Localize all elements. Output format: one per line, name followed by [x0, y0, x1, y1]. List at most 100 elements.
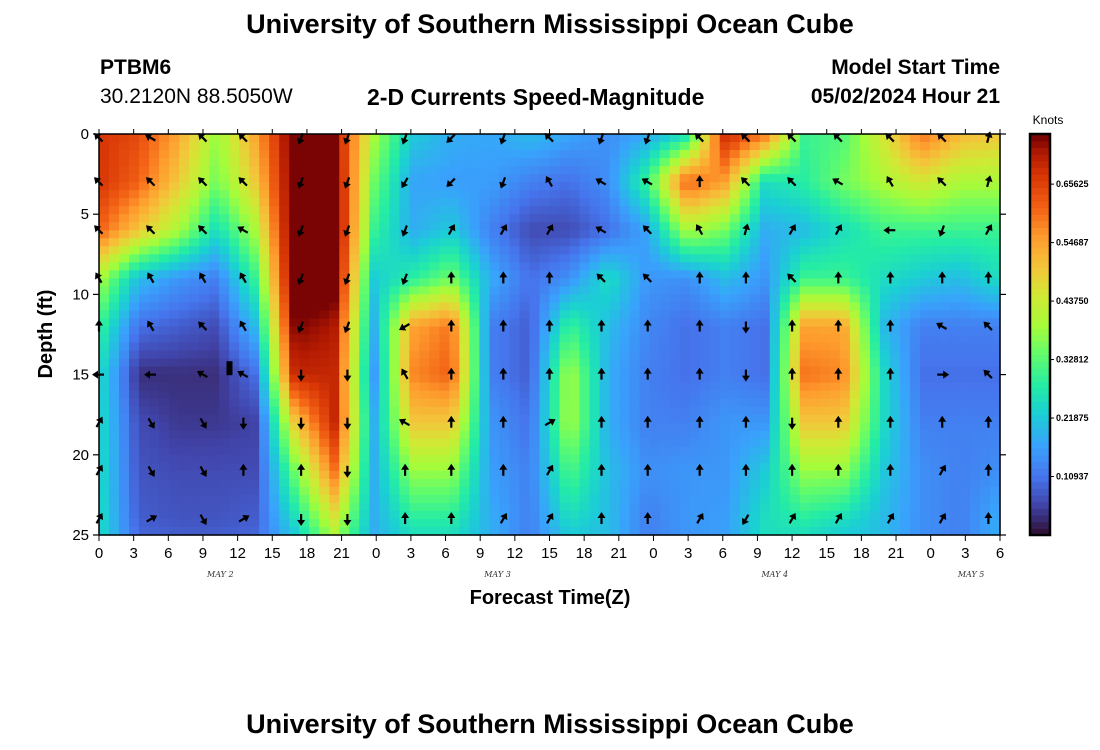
heatmap-cell: [199, 230, 210, 239]
heatmap-cell: [899, 294, 911, 304]
heatmap-cell: [259, 166, 270, 175]
heatmap-cell: [539, 494, 551, 504]
heatmap-cell: [769, 262, 781, 271]
heatmap-cell: [719, 526, 731, 536]
heatmap-cell: [419, 214, 430, 223]
heatmap-cell: [899, 518, 911, 528]
heatmap-cell: [179, 230, 190, 239]
heatmap-cell: [939, 342, 951, 352]
heatmap-cell: [509, 414, 521, 424]
heatmap-cell: [589, 174, 601, 183]
heatmap-cell: [869, 382, 881, 392]
heatmap-cell: [179, 518, 190, 528]
heatmap-cell: [399, 382, 410, 392]
heatmap-cell: [179, 238, 190, 247]
heatmap-cell: [889, 198, 901, 207]
heatmap-cell: [269, 462, 280, 472]
heatmap-cell: [259, 278, 270, 287]
heatmap-cell: [489, 254, 501, 263]
heatmap-cell: [589, 342, 601, 352]
heatmap-cell: [449, 526, 460, 536]
heatmap-cell: [929, 390, 941, 400]
heatmap-cell: [909, 270, 921, 279]
heatmap-cell: [659, 246, 671, 255]
heatmap-cell: [789, 190, 801, 199]
heatmap-cell: [459, 454, 471, 464]
heatmap-cell: [719, 238, 731, 247]
current-arrow: [146, 177, 156, 187]
heatmap-cell: [859, 222, 871, 231]
heatmap-cell: [539, 350, 551, 360]
heatmap-cell: [329, 182, 340, 191]
heatmap-cell: [239, 398, 250, 408]
heatmap-cell: [909, 166, 921, 175]
heatmap-cell: [719, 422, 731, 432]
heatmap-cell: [569, 510, 581, 520]
heatmap-cell: [669, 454, 681, 464]
heatmap-cell: [119, 294, 130, 304]
heatmap-cell: [169, 454, 180, 464]
heatmap-cell: [459, 134, 471, 143]
heatmap-cell: [799, 174, 811, 183]
heatmap-cell: [879, 342, 891, 352]
current-arrow: [147, 465, 155, 477]
heatmap-cell: [489, 518, 501, 528]
heatmap-cell: [819, 238, 831, 247]
heatmap-cell: [149, 486, 160, 496]
heatmap-cell: [789, 470, 801, 480]
heatmap-cell: [649, 374, 661, 384]
heatmap-cell: [959, 198, 971, 207]
heatmap-cell: [319, 350, 330, 360]
heatmap-cell: [489, 174, 501, 183]
heatmap-cell: [139, 302, 150, 312]
heatmap-cell: [119, 486, 130, 496]
heatmap-cell: [899, 350, 911, 360]
heatmap-cell: [469, 350, 481, 360]
heatmap-cell: [209, 342, 220, 352]
heatmap-cell: [349, 334, 360, 344]
heatmap-cell: [519, 518, 531, 528]
heatmap-cell: [289, 270, 300, 279]
heatmap-cell: [259, 422, 270, 432]
heatmap-cell: [729, 462, 741, 472]
heatmap-cell: [649, 382, 661, 392]
heatmap-cell: [949, 358, 961, 368]
heatmap-cell: [449, 318, 460, 328]
heatmap-cell: [229, 358, 240, 368]
heatmap-cell: [209, 174, 220, 183]
heatmap-cell: [179, 270, 190, 279]
heatmap-cell: [959, 446, 971, 456]
heatmap-cell: [349, 206, 360, 215]
heatmap-cell: [829, 382, 841, 392]
heatmap-cell: [479, 294, 491, 304]
heatmap-cell: [769, 182, 781, 191]
heatmap-cell: [769, 358, 781, 368]
heatmap-cell: [339, 318, 350, 328]
heatmap-cell: [199, 342, 210, 352]
heatmap-cell: [539, 518, 551, 528]
heatmap-cell: [609, 422, 621, 432]
heatmap-cell: [669, 462, 681, 472]
heatmap-cell: [669, 166, 681, 175]
arrow-shaft: [149, 276, 155, 284]
heatmap-cell: [829, 294, 841, 304]
heatmap-cell: [929, 342, 941, 352]
heatmap-cell: [819, 134, 831, 143]
heatmap-cell: [959, 430, 971, 440]
heatmap-cell: [769, 454, 781, 464]
heatmap-cell: [429, 310, 440, 320]
heatmap-cell: [139, 374, 150, 384]
heatmap-cell: [759, 374, 771, 384]
heatmap-cell: [829, 302, 841, 312]
heatmap-cell: [159, 302, 170, 312]
arrow-head: [695, 319, 704, 326]
heatmap-cell: [339, 518, 350, 528]
heatmap-cell: [299, 310, 310, 320]
heatmap-cell: [629, 262, 641, 271]
heatmap-cell: [389, 502, 400, 512]
heatmap-cell: [279, 190, 290, 199]
heatmap-cell: [469, 262, 481, 271]
heatmap-cell: [509, 510, 521, 520]
heatmap-cell: [99, 318, 110, 328]
heatmap-cell: [109, 358, 120, 368]
